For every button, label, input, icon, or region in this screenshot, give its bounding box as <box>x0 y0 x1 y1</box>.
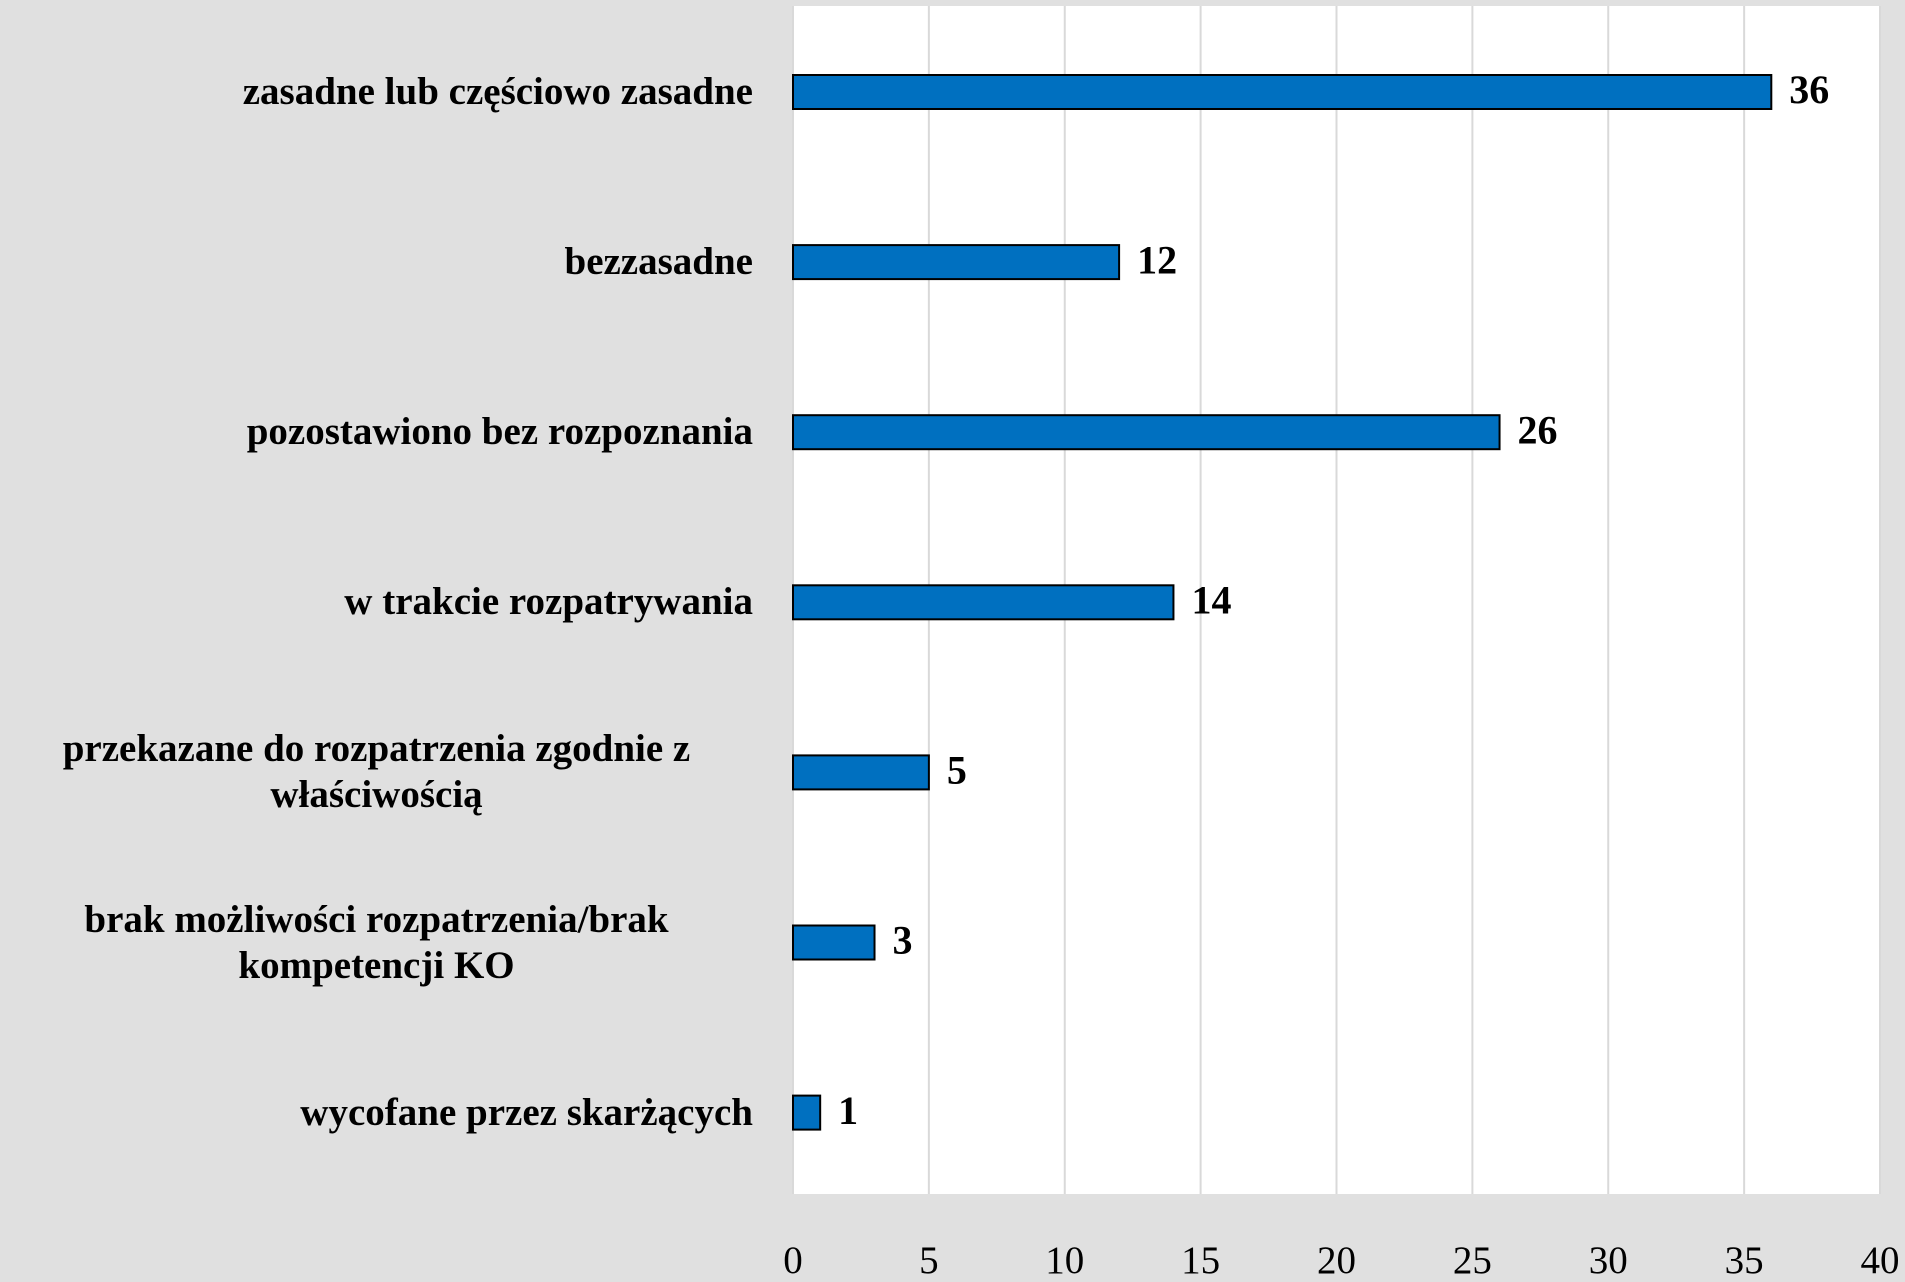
data-label: 26 <box>1518 407 1558 452</box>
bar <box>792 1094 822 1131</box>
y-tick-label: bezzasadne <box>564 240 754 284</box>
data-label: 36 <box>1789 67 1829 112</box>
y-tick-label: zasadne lub częściowo zasadne <box>242 70 753 113</box>
x-tick-label: 0 <box>783 1239 803 1282</box>
y-tick-label: wycofane przez skarżących <box>300 1090 753 1134</box>
data-label: 3 <box>893 918 913 963</box>
x-tick-label: 25 <box>1453 1239 1492 1282</box>
y-tick-label: brak możliwości rozpatrzenia/brak kompet… <box>84 897 669 987</box>
x-tick-label: 30 <box>1589 1239 1628 1282</box>
y-tick-label: w trakcie rozpatrywania <box>344 580 753 624</box>
x-tick-label: 40 <box>1861 1239 1900 1282</box>
y-tick-label-box: wycofane przez skarżących <box>300 1053 753 1173</box>
bar <box>792 244 1121 281</box>
y-tick-label-box: pozostawiono bez rozpoznania <box>247 372 753 492</box>
x-tick-label: 5 <box>919 1239 939 1282</box>
bar <box>792 584 1175 621</box>
y-tick-label-box: w trakcie rozpatrywania <box>344 542 753 662</box>
bar <box>792 414 1501 451</box>
x-tick-label: 35 <box>1725 1239 1764 1282</box>
data-label: 12 <box>1137 237 1177 282</box>
y-tick-label: pozostawiono bez rozpoznania <box>246 410 753 454</box>
y-tick-label-box: przekazane do rozpatrzenia zgodnie z wła… <box>0 712 753 832</box>
x-tick-label: 10 <box>1045 1239 1084 1282</box>
data-label: 1 <box>838 1088 858 1133</box>
y-tick-label: przekazane do rozpatrzenia zgodnie z wła… <box>62 727 691 817</box>
x-tick-label: 15 <box>1181 1239 1220 1282</box>
y-tick-label-box: zasadne lub częściowo zasadne <box>243 32 753 152</box>
bar <box>792 754 930 791</box>
bar <box>792 74 1773 110</box>
y-tick-label-box: brak możliwości rozpatrzenia/brak kompet… <box>0 883 753 1003</box>
y-tick-label-box: bezzasadne <box>565 202 754 322</box>
data-label: 5 <box>947 748 967 793</box>
bar <box>792 924 876 961</box>
x-tick-label: 20 <box>1317 1239 1356 1282</box>
data-label: 14 <box>1191 577 1231 622</box>
